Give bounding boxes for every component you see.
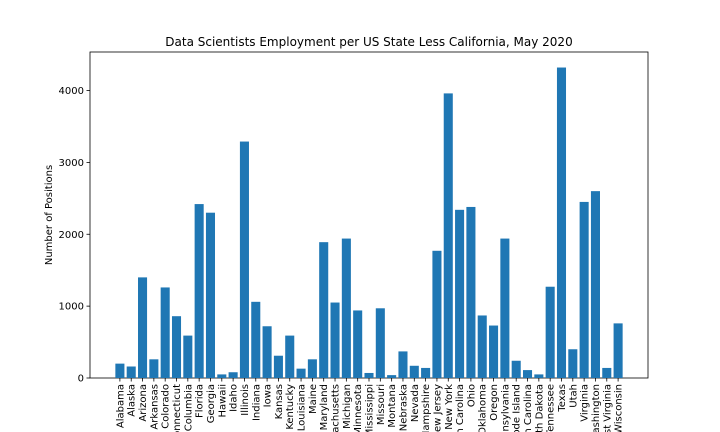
bar: [398, 351, 408, 378]
bar: [194, 204, 204, 378]
x-tick-label: New York: [444, 384, 455, 430]
bar: [205, 212, 216, 378]
x-tick-label: Nevada: [410, 384, 421, 422]
bar: [138, 277, 148, 378]
y-tick-label: 4000: [59, 86, 84, 97]
bar: [262, 326, 272, 378]
bar: [217, 374, 227, 378]
bar: [273, 355, 283, 378]
x-tick-label: Washington: [591, 384, 602, 432]
bar: [477, 315, 487, 378]
bar: [160, 287, 170, 378]
bar: [545, 286, 555, 378]
bar: [443, 93, 453, 379]
x-tick-label: Indiana: [251, 384, 262, 421]
x-tick-label: Wisconsin: [614, 384, 625, 432]
x-tick-label: Florida: [195, 384, 206, 418]
bar: [126, 366, 136, 378]
bar: [251, 301, 261, 378]
bar: [511, 360, 521, 378]
x-tick-label: Oregon: [489, 384, 500, 421]
chart-title: Data Scientists Employment per US State …: [165, 35, 572, 49]
bar: [115, 363, 125, 378]
x-tick-label: Tennessee: [546, 384, 557, 432]
x-tick-label: Alaska: [127, 384, 138, 417]
x-tick-label: Montana: [387, 384, 398, 428]
bar: [534, 374, 544, 378]
bar: [556, 67, 567, 379]
bar: [602, 367, 612, 378]
bar: [149, 359, 159, 378]
x-tick-label: Colorado: [161, 384, 172, 429]
x-tick-label: Nebraska: [398, 384, 409, 431]
x-tick-label: District of Columbia: [183, 384, 194, 432]
x-tick-label: North Carolina: [455, 384, 466, 432]
y-axis-label: Number of Positions: [44, 165, 55, 265]
x-tick-label: Arizona: [138, 384, 149, 422]
x-tick-label: Michigan: [342, 384, 353, 429]
bar: [409, 365, 419, 378]
x-tick-label: Maine: [308, 384, 319, 414]
x-tick-label: South Carolina: [523, 384, 534, 432]
bar: [466, 206, 476, 378]
x-tick-label: Kansas: [274, 384, 285, 419]
bar: [613, 323, 623, 378]
y-tick-label: 3000: [59, 158, 84, 169]
bar: [319, 242, 329, 378]
y-tick-label: 2000: [59, 230, 84, 241]
bar: [183, 335, 193, 378]
x-tick-label: Maryland: [319, 384, 330, 430]
bar: [387, 375, 397, 378]
bar: [579, 201, 589, 378]
x-tick-label: Arkansas: [149, 384, 160, 430]
x-tick-label: Georgia: [206, 384, 217, 423]
x-tick-label: Louisiana: [297, 384, 308, 431]
x-tick-label: Ohio: [466, 384, 477, 407]
x-tick-label: Mississippi: [365, 384, 376, 432]
bar: [285, 335, 295, 378]
x-tick-label: Rhode Island: [512, 384, 523, 432]
x-tick-label: Connecticut: [172, 384, 183, 432]
bar: [500, 238, 510, 378]
bar: [590, 191, 600, 378]
bar: [239, 141, 249, 378]
x-tick-label: Missouri: [376, 384, 387, 425]
x-tick-label: Kentucky: [285, 384, 296, 430]
x-tick-label: Massachusetts: [331, 384, 342, 432]
x-tick-label: Idaho: [229, 384, 240, 412]
bar: [364, 372, 374, 378]
x-tick-label: West Virginia: [602, 384, 613, 432]
x-tick-label: New Jersey: [432, 384, 443, 432]
x-tick-label: Pennsylvania: [500, 384, 511, 432]
x-tick-label: Hawaii: [217, 384, 228, 418]
x-tick-label: Alabama: [115, 384, 126, 428]
bar: [296, 368, 306, 378]
bar: [341, 238, 351, 378]
x-tick-label: Iowa: [263, 384, 274, 407]
bar: [522, 370, 533, 378]
bar: [228, 372, 238, 378]
bar: [375, 308, 385, 378]
x-tick-label: Illinois: [240, 384, 251, 416]
x-tick-label: New Hampshire: [421, 384, 432, 432]
x-tick-label: Oklahoma: [478, 384, 489, 432]
bar: [568, 349, 578, 378]
y-tick-label: 0: [78, 374, 84, 385]
bar: [353, 310, 363, 378]
x-tick-label: South Dakota: [534, 384, 545, 432]
bar: [489, 325, 499, 378]
x-tick-label: Utah: [568, 384, 579, 408]
x-tick-label: Virginia: [580, 384, 591, 422]
bar: [307, 359, 317, 378]
y-tick-label: 1000: [59, 302, 84, 313]
x-tick-label: Minnesota: [353, 384, 364, 432]
bar: [171, 316, 182, 378]
bar: [455, 209, 465, 378]
x-tick-label: Texas: [557, 384, 568, 413]
bar: [432, 250, 442, 378]
bar: [421, 367, 431, 378]
bar: [330, 302, 340, 378]
